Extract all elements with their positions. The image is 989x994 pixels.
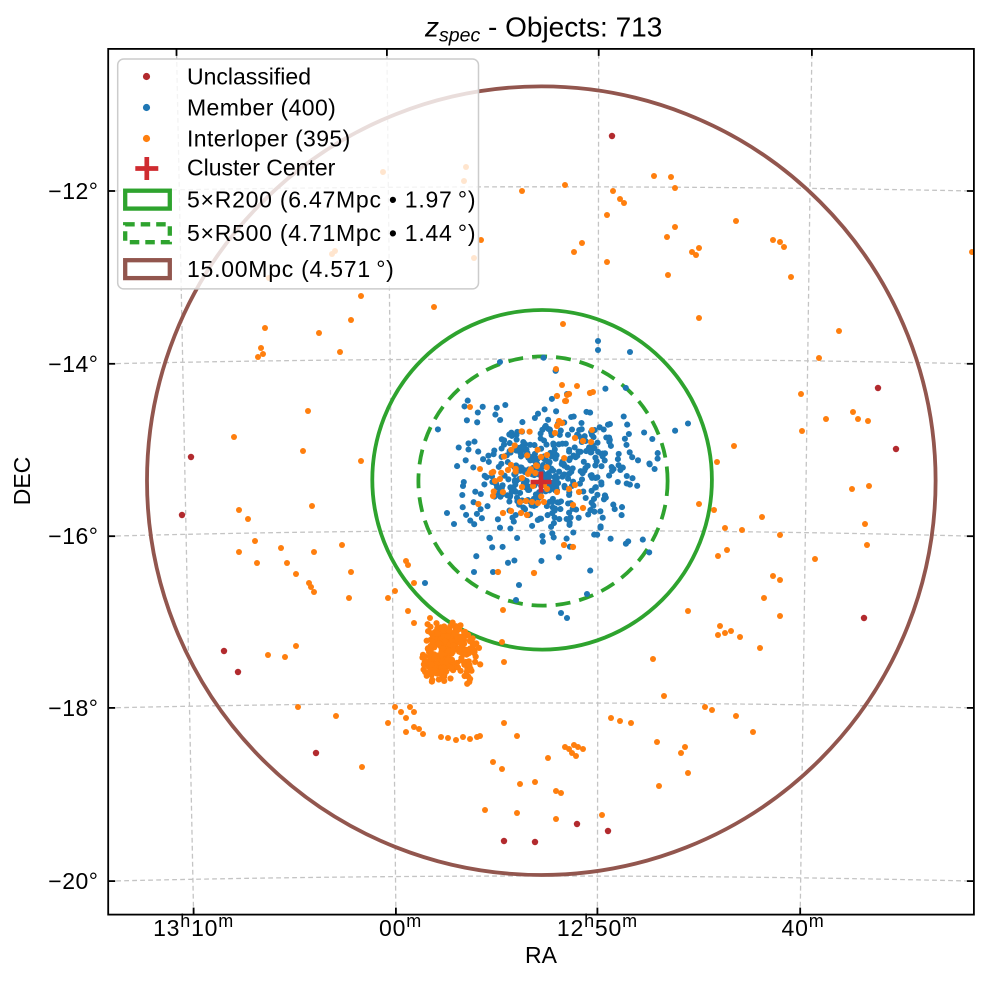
svg-text:5×R500 (4.71Mpc • 1.44 °): 5×R500 (4.71Mpc • 1.44 °) — [187, 220, 476, 246]
svg-text:Member (400): Member (400) — [187, 95, 336, 121]
svg-text:15.00Mpc (4.571 °): 15.00Mpc (4.571 °) — [187, 256, 395, 282]
svg-text:−14°: −14° — [48, 351, 98, 377]
svg-text:RA: RA — [525, 942, 558, 968]
svg-text:5×R200 (6.47Mpc • 1.97 °): 5×R200 (6.47Mpc • 1.97 °) — [187, 187, 476, 213]
svg-text:−20°: −20° — [48, 868, 98, 894]
svg-text:Cluster Center: Cluster Center — [187, 155, 336, 181]
svg-text:−16°: −16° — [48, 523, 98, 549]
svg-text:DEC: DEC — [9, 457, 35, 506]
svg-text:13h10m: 13h10m — [153, 911, 234, 941]
svg-text:zspec - Objects: 713: zspec - Objects: 713 — [424, 12, 662, 47]
svg-text:−18°: −18° — [48, 695, 98, 721]
svg-text:12h50m: 12h50m — [557, 911, 638, 941]
svg-text:Unclassified: Unclassified — [187, 64, 311, 90]
svg-text:Interloper (395): Interloper (395) — [187, 126, 351, 152]
svg-text:−12°: −12° — [48, 178, 98, 204]
